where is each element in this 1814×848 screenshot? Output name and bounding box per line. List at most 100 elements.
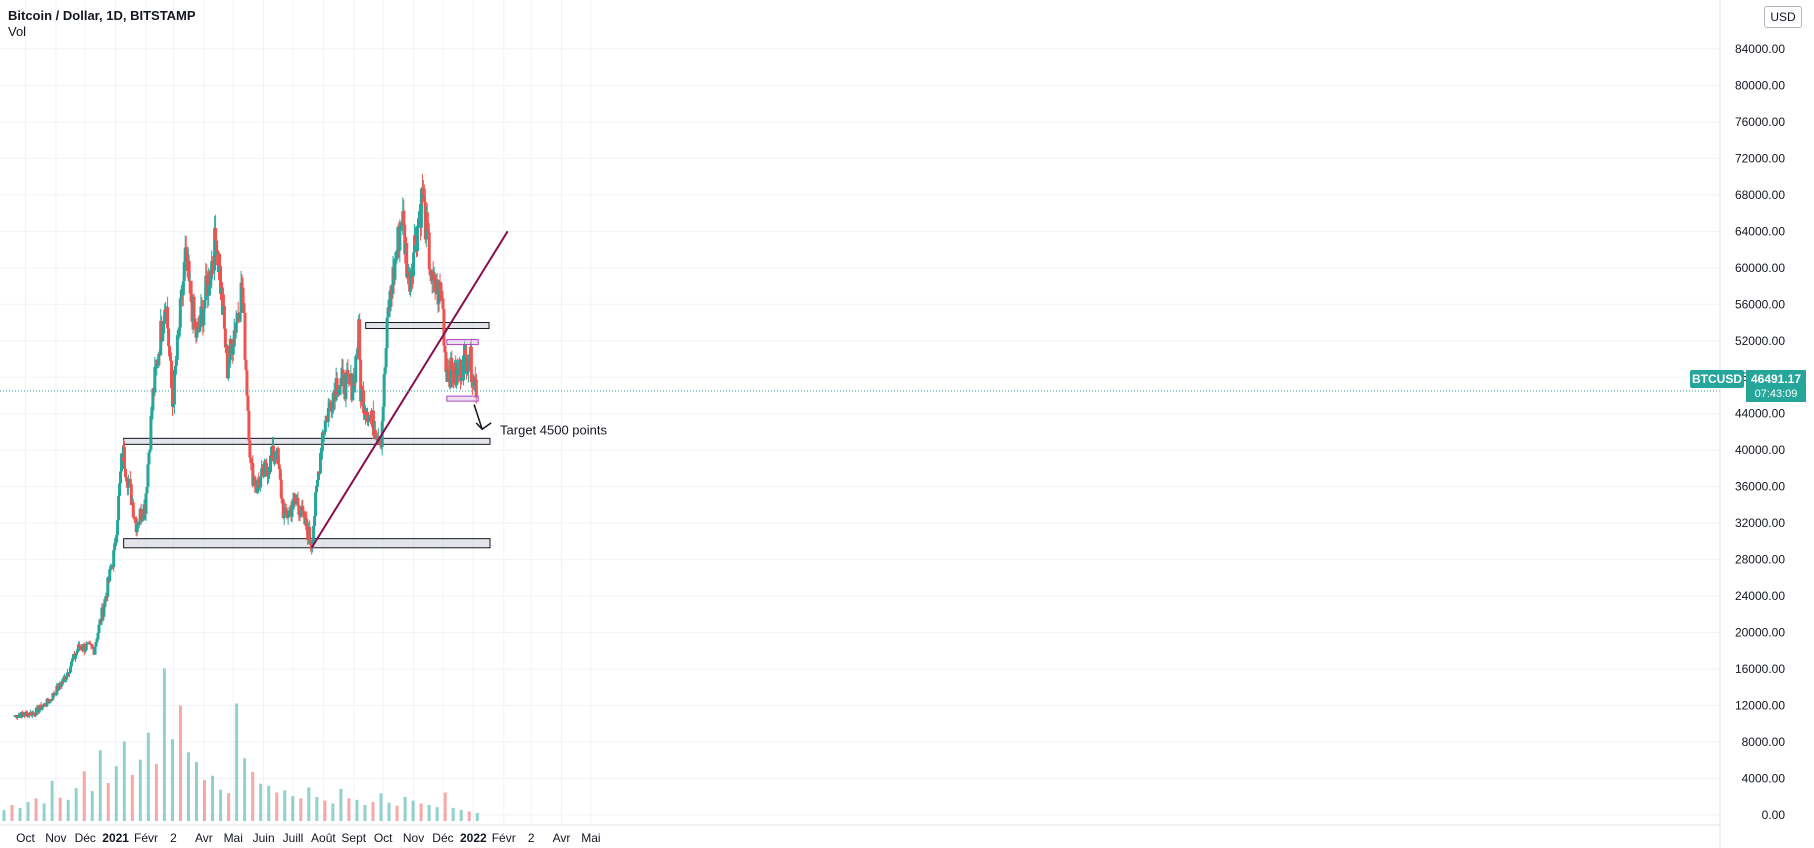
candle-body [113,543,117,551]
candle-body [157,353,161,365]
candle-body [73,655,77,659]
candle-body [176,331,180,336]
trendline[interactable] [310,230,509,549]
volume-bar [42,803,46,821]
candle-body [399,223,403,228]
price-tick-label: 72000.00 [1735,151,1785,165]
volume-bar [138,759,142,821]
candle-body [281,499,285,518]
support-zone[interactable] [123,538,491,549]
candle-body [402,211,406,225]
candle-body [285,513,289,518]
candle-body [74,652,78,656]
volume-bar [203,780,207,821]
candle-body [17,715,21,717]
candle-body [235,313,239,323]
time-axis[interactable]: Oct Nov Déc 2021 Févr 2 Avr Mai Juin Juill Août Sep… [0,824,1720,845]
time-tick-label: Sept [341,831,366,845]
volume-bar [403,796,407,821]
candle-body [388,290,392,312]
candle-body [287,510,291,517]
symbol-title[interactable]: Bitcoin / Dollar, 1D, BITSTAMP [8,8,196,23]
range-box-bottom[interactable] [446,395,479,402]
candle-body [466,364,470,372]
candle-body [145,486,149,494]
volume-bar [267,785,271,821]
candle-body [231,346,235,355]
candle-body [210,261,214,279]
candle-body [104,596,108,599]
volume-bar [411,800,415,821]
candle-body [282,514,286,518]
candle-body [154,365,158,367]
candle-body [393,258,397,280]
range-box-top[interactable] [446,339,479,346]
candle-body [24,712,28,714]
volume-bar [323,800,327,821]
price-tick-label: 80000.00 [1735,78,1785,92]
support-zone[interactable] [365,322,490,330]
candle-body [163,309,167,322]
volume-bar [235,703,239,821]
volume-bar [259,783,263,821]
chart-legend: Bitcoin / Dollar, 1D, BITSTAMP Vol [8,8,196,40]
time-tick-label: Nov [403,831,424,845]
candle-body [368,414,372,417]
candle-body [198,326,202,331]
time-tick-label: Avr [195,831,213,845]
candle-body [33,715,37,717]
candle-body [440,290,444,301]
candle-body [112,550,116,568]
drawings[interactable]: Target 4500 points [0,230,1720,549]
candle-body [359,359,363,402]
candle-body [61,681,65,683]
volume-bar [435,807,439,821]
candle-body [171,404,175,407]
candle-body [459,359,463,382]
candle-body [242,304,246,313]
target-annotation[interactable]: Target 4500 points [500,423,607,438]
candle-body [312,526,316,542]
bar-countdown: 07:43:09 [1754,388,1798,400]
candle-body [69,666,73,673]
volume-bar [18,807,22,821]
candle-body [234,322,238,333]
candle-body [438,281,442,291]
price-tick-label: 32000.00 [1735,516,1785,530]
volume-bar [122,741,126,821]
candle-body [76,644,80,652]
candle-body [15,715,19,719]
price-tick-label: 60000.00 [1735,261,1785,275]
candle-body [20,711,24,718]
candle-body [135,524,139,533]
candle-body [217,252,221,273]
candle-body [366,419,370,423]
volume-indicator-label[interactable]: Vol [8,24,27,39]
volume-bar [58,797,62,821]
down-arrow-icon[interactable] [473,404,492,431]
volume-bar [331,803,335,821]
candle-body [116,520,120,536]
candle-body [338,384,342,389]
currency-button[interactable]: USD [1764,6,1802,28]
candle-body [183,247,187,263]
candle-body [170,360,173,389]
candle-body [122,447,126,469]
candle-body [131,502,135,518]
candle-body [318,453,322,474]
candle-body [34,708,38,716]
time-tick-label: 2 [170,831,177,845]
candle-body [215,240,219,255]
candle-body [249,457,253,463]
candle-body [213,228,217,271]
price-tick-label: 84000.00 [1735,42,1785,56]
candle-body [85,643,89,645]
price-axis[interactable]: 84000.00 80000.00 76000.00 72000.00 68000.00… [1719,0,1785,848]
support-zone[interactable] [123,437,491,445]
candle-body [346,369,350,375]
volume-bar [146,732,150,821]
symbol-price-tag: BTCUSD [1690,370,1744,388]
time-tick-label: Juin [253,831,275,845]
volume-bar [379,793,383,821]
